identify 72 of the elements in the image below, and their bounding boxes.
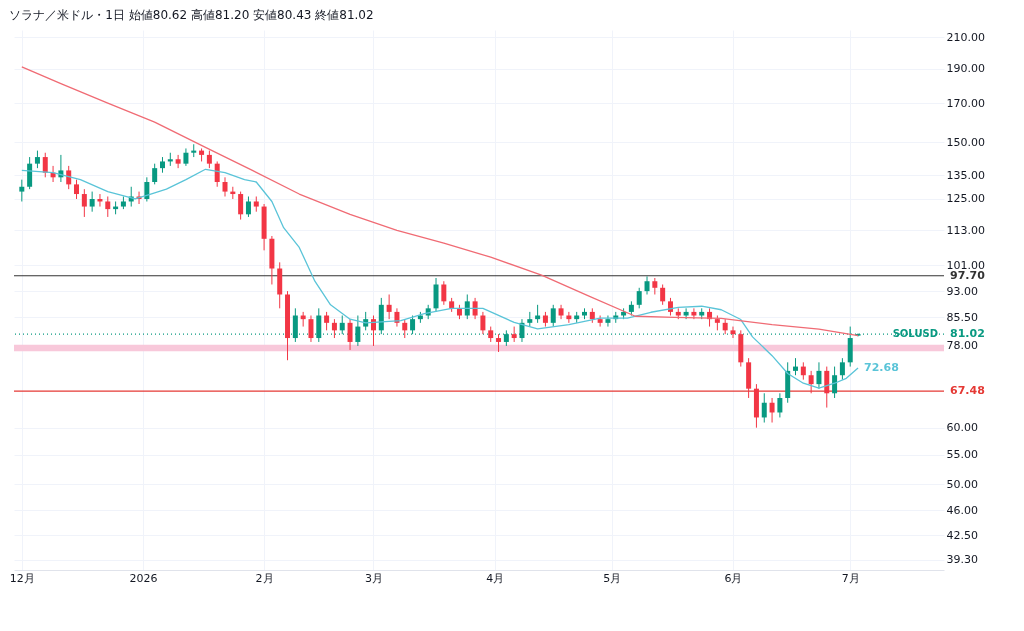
chart-title: ソラナ／米ドル・1日 始値80.62 高値81.20 安値80.43 終値81.02 [9,8,374,22]
ref-line-label: 81.02 [950,327,985,341]
candlestick [175,154,181,169]
candlestick [808,370,814,394]
y-tick-label: 46.00 [946,503,978,517]
candlestick [839,357,845,381]
candlestick [105,196,111,218]
candlestick [441,280,447,306]
candlestick [644,275,650,295]
y-tick-label: 60.00 [946,421,978,435]
y-tick-label: 210.00 [946,30,985,44]
candlestick [605,315,611,328]
ref-line-label: 67.48 [950,384,985,398]
candlestick [238,191,244,221]
candlestick [347,318,353,351]
candlestick [19,179,25,202]
candlestick [769,397,775,424]
data-label: 72.68 [864,360,899,374]
y-tick-label: 85.50 [946,310,978,324]
y-tick-label: 113.00 [946,223,985,237]
candlestick [464,293,470,320]
candlestick [691,307,697,320]
x-tick-label: 5月 [603,571,622,585]
candlestick [324,311,330,331]
candlestick [433,277,439,313]
candlestick [550,304,556,328]
y-tick-label: 42.50 [946,528,978,542]
candlestick [597,315,603,328]
candlestick [402,318,408,339]
x-tick-label: 12月 [9,571,35,585]
x-tick-label: 7月 [841,571,860,585]
candlestick [832,366,838,399]
candlestick [89,191,95,213]
y-tick-label: 93.00 [946,284,978,298]
candlestick [152,163,158,185]
candlestick [683,307,689,320]
y-tick-label: 190.00 [946,62,985,76]
y-tick-label: 55.00 [946,448,978,462]
y-tick-label: 50.00 [946,477,978,491]
candlestick [824,366,830,409]
x-tick-label: 2026 [129,571,158,585]
candlestick [816,361,822,390]
x-tick-label: 6月 [724,571,743,585]
x-tick-label: 2月 [255,571,274,585]
y-tick-label: 135.00 [946,168,985,182]
candlestick [222,176,228,197]
line-series [21,66,859,337]
candlestick [214,160,220,188]
candlestick [42,152,48,178]
candlestick [777,392,783,418]
candlestick [74,179,80,200]
candlestick [480,311,486,335]
candlestick [27,156,33,190]
annotation: SOLUSD [892,328,938,340]
y-tick-label: 39.30 [946,553,978,567]
candlestick [144,176,150,202]
x-tick-label: 3月 [365,571,383,585]
candlestick [81,188,87,218]
y-tick-label: 170.00 [946,96,985,110]
candlestick [355,315,361,347]
candlestick [636,287,642,309]
candlestick [331,318,337,339]
y-tick-label: 150.00 [946,135,985,149]
candlestick [308,315,314,343]
candlestick [660,283,666,306]
candlestick [730,326,736,339]
y-tick-label: 125.00 [946,192,985,206]
candlestick [761,392,767,424]
candlestick [245,196,251,218]
candlestick [386,293,392,320]
x-tick-label: 4月 [486,571,505,585]
y-tick-label: 78.00 [946,339,978,353]
